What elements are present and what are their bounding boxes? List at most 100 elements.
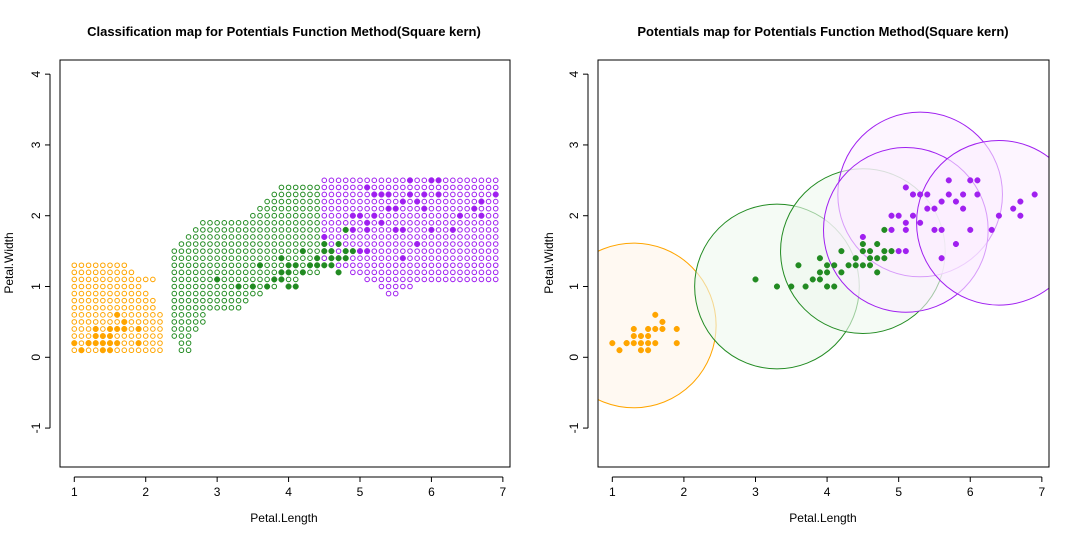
data-point-virginica: [952, 198, 959, 205]
grid-point-virginica: [321, 177, 328, 184]
grid-point-versicolor: [264, 248, 270, 254]
grid-point-versicolor: [271, 283, 278, 290]
grid-point-virginica: [350, 191, 356, 198]
data-point-virginica: [902, 226, 909, 233]
data-point-versicolor: [838, 269, 845, 276]
grid-point-versicolor: [228, 234, 235, 240]
grid-point-virginica: [450, 220, 456, 226]
grid-point-virginica: [378, 198, 385, 205]
grid-point-setosa: [114, 297, 120, 304]
data-point-setosa: [623, 340, 630, 347]
grid-point-versicolor: [221, 248, 228, 254]
grid-point-virginica: [492, 227, 499, 233]
data-point-versicolor: [824, 269, 831, 276]
grid-point-virginica: [400, 177, 406, 184]
grid-point-virginica: [414, 248, 420, 254]
data-point-virginica: [917, 191, 924, 198]
data-point-virginica: [364, 248, 371, 255]
grid-point-virginica: [378, 283, 385, 290]
grid-point-versicolor: [221, 304, 228, 311]
data-point-virginica: [917, 219, 924, 226]
data-point-virginica: [364, 219, 371, 226]
grid-point-virginica: [492, 198, 499, 205]
grid-point-versicolor: [292, 205, 299, 212]
data-point-versicolor: [816, 276, 823, 283]
data-point-versicolor: [299, 248, 306, 255]
grid-point-virginica: [450, 212, 456, 219]
grid-point-virginica: [378, 177, 385, 184]
grid-point-versicolor: [178, 304, 185, 311]
grid-point-virginica: [428, 184, 435, 191]
grid-point-virginica: [457, 177, 463, 184]
grid-point-virginica: [457, 241, 463, 247]
grid-point-virginica: [371, 184, 378, 191]
grid-point-versicolor: [242, 241, 249, 247]
grid-point-virginica: [450, 269, 456, 276]
grid-point-virginica: [392, 290, 399, 297]
grid-point-versicolor: [200, 304, 206, 311]
grid-point-virginica: [457, 248, 463, 254]
grid-point-virginica: [450, 248, 456, 254]
grid-point-versicolor: [285, 241, 292, 247]
grid-point-versicolor: [200, 297, 206, 304]
grid-point-versicolor: [192, 269, 199, 276]
potential-circle-setosa: [598, 242, 717, 409]
grid-point-setosa: [128, 319, 135, 325]
grid-point-virginica: [414, 184, 420, 191]
grid-point-virginica: [407, 241, 413, 247]
grid-point-setosa: [142, 319, 149, 325]
grid-point-virginica: [335, 198, 342, 205]
grid-point-setosa: [85, 262, 92, 269]
grid-point-versicolor: [307, 198, 313, 205]
grid-point-virginica: [428, 262, 435, 269]
grid-point-virginica: [371, 276, 378, 283]
grid-point-setosa: [150, 347, 156, 354]
grid-point-virginica: [378, 255, 385, 261]
grid-point-versicolor: [192, 276, 199, 283]
grid-point-virginica: [350, 220, 356, 226]
grid-point-versicolor: [185, 333, 192, 339]
grid-point-setosa: [92, 262, 99, 269]
grid-point-virginica: [342, 177, 349, 184]
grid-point-versicolor: [228, 276, 235, 283]
grid-point-virginica: [464, 212, 470, 219]
data-point-virginica: [449, 226, 456, 233]
grid-point-versicolor: [214, 297, 220, 304]
grid-point-setosa: [100, 297, 106, 304]
grid-point-virginica: [464, 262, 470, 269]
grid-point-virginica: [471, 276, 478, 283]
grid-point-versicolor: [235, 248, 242, 254]
grid-point-setosa: [157, 333, 163, 339]
grid-point-versicolor: [214, 269, 220, 276]
chart-title: Potentials map for Potentials Function M…: [637, 24, 1008, 39]
grid-point-virginica: [485, 276, 492, 283]
grid-point-setosa: [78, 283, 85, 290]
grid-point-virginica: [435, 184, 442, 191]
grid-point-setosa: [142, 312, 149, 318]
grid-point-versicolor: [257, 212, 263, 219]
grid-point-virginica: [392, 248, 399, 254]
data-point-virginica: [435, 191, 442, 198]
data-points: [609, 177, 1038, 354]
grid-point-virginica: [414, 220, 420, 226]
grid-point-virginica: [321, 191, 328, 198]
data-point-setosa: [652, 311, 659, 318]
grid-point-setosa: [78, 262, 85, 269]
grid-point-virginica: [457, 205, 463, 212]
grid-point-versicolor: [292, 234, 299, 240]
x-tick-label: 6: [967, 485, 974, 499]
grid-point-virginica: [428, 220, 435, 226]
data-point-virginica: [902, 184, 909, 191]
data-point-setosa: [92, 340, 99, 347]
grid-point-versicolor: [221, 269, 228, 276]
grid-point-setosa: [135, 304, 142, 311]
grid-point-setosa: [71, 347, 78, 354]
grid-point-versicolor: [307, 191, 313, 198]
grid-point-versicolor: [235, 241, 242, 247]
grid-point-virginica: [471, 198, 478, 205]
grid-point-virginica: [342, 212, 349, 219]
grid-point-versicolor: [271, 191, 278, 198]
grid-point-virginica: [364, 212, 370, 219]
grid-point-versicolor: [250, 276, 256, 283]
data-point-versicolor: [342, 255, 349, 262]
